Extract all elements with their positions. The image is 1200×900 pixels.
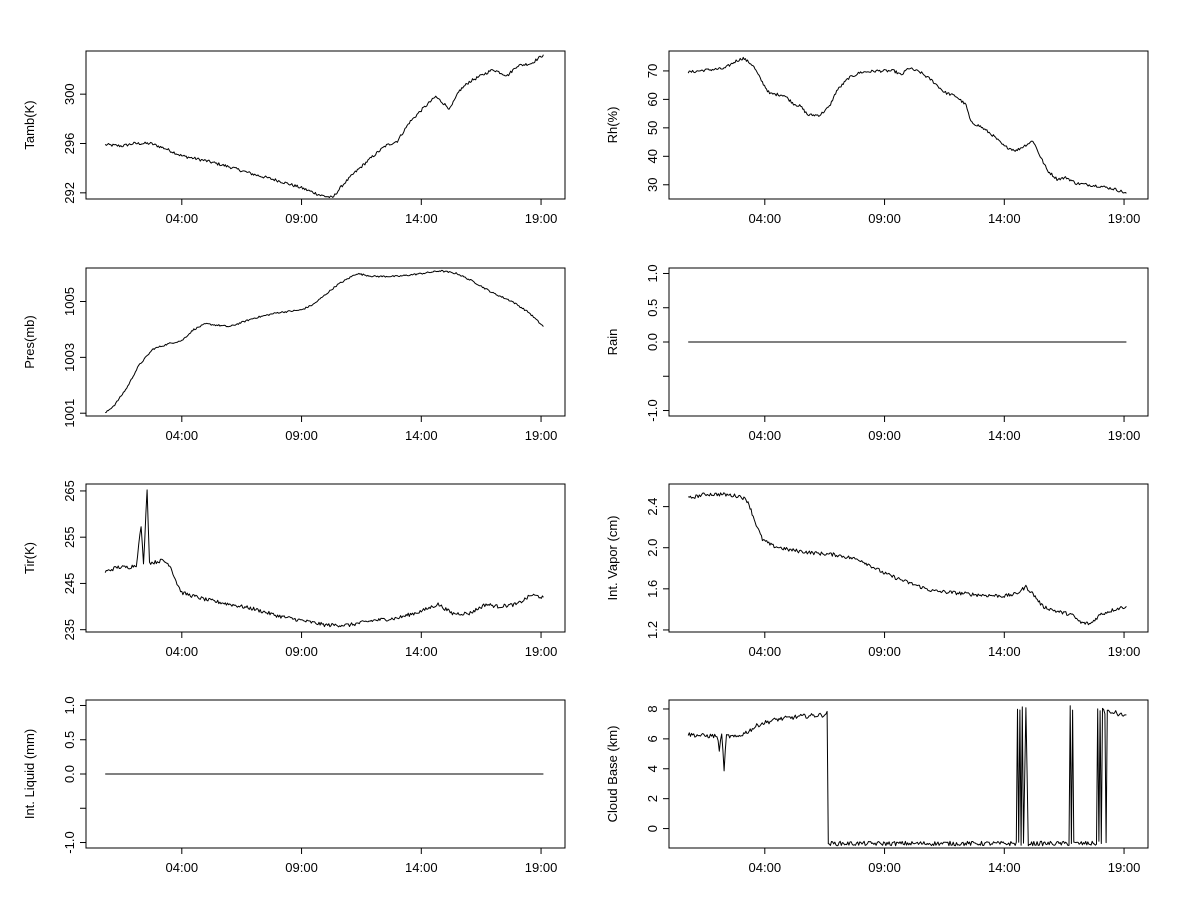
panel-tamb: 04:00 09:00 14:00 19:00 292 296 300 Tamb(K) <box>22 50 566 226</box>
series-line-tir <box>104 489 544 628</box>
x-tick-label: 04:00 <box>166 644 199 659</box>
y-tick-label: 50 <box>645 121 660 135</box>
x-tick-label: 09:00 <box>868 644 901 659</box>
x-tick-label: 09:00 <box>285 860 318 875</box>
y-tick-label: 0.0 <box>645 333 660 351</box>
series-line-vapor <box>687 492 1127 626</box>
y-tick-label: -1.0 <box>62 831 77 853</box>
x-tick-label: 14:00 <box>988 860 1021 875</box>
x-tick-label: 09:00 <box>868 860 901 875</box>
y-axis-label: Int. Liquid (mm) <box>22 729 37 819</box>
series-line-rh <box>687 56 1127 194</box>
y-axis-label: Cloud Base (km) <box>605 726 620 823</box>
y-tick-label: 40 <box>645 149 660 163</box>
plot-frame <box>85 267 566 417</box>
x-tick-label: 09:00 <box>285 428 318 443</box>
x-tick-label: 14:00 <box>405 860 438 875</box>
y-tick-label: 2 <box>645 795 660 802</box>
x-tick-label: 19:00 <box>1108 860 1141 875</box>
y-tick-label: 300 <box>62 83 77 105</box>
x-tick-label: 04:00 <box>749 860 782 875</box>
y-tick-label: 30 <box>645 178 660 192</box>
y-tick-label: 1.0 <box>62 696 77 714</box>
x-tick-label: 09:00 <box>868 211 901 226</box>
y-tick-label: 6 <box>645 735 660 742</box>
plot-frame <box>668 699 1149 849</box>
x-tick-label: 04:00 <box>166 211 199 226</box>
y-tick-label: 70 <box>645 64 660 78</box>
x-tick-label: 19:00 <box>525 644 558 659</box>
x-tick-label: 04:00 <box>749 644 782 659</box>
y-axis-label: Tamb(K) <box>22 100 37 149</box>
y-tick-label: 2.0 <box>645 539 660 557</box>
y-tick-label: 235 <box>62 619 77 641</box>
panel-tir: 04:00 09:00 14:00 19:00 235 245 255 265 Tir(K) <box>22 480 566 659</box>
y-tick-label: 1005 <box>62 287 77 316</box>
x-tick-label: 14:00 <box>988 644 1021 659</box>
x-tick-label: 19:00 <box>1108 211 1141 226</box>
x-tick-label: 04:00 <box>166 428 199 443</box>
y-tick-label: 60 <box>645 92 660 106</box>
x-tick-label: 04:00 <box>166 860 199 875</box>
x-tick-label: 14:00 <box>405 428 438 443</box>
y-tick-label: 1.2 <box>645 621 660 639</box>
y-axis-label: Pres(mb) <box>22 315 37 368</box>
series-line-pres <box>105 269 544 414</box>
series-line-cloud <box>687 705 1127 847</box>
y-axis-label: Int. Vapor (cm) <box>605 515 620 600</box>
y-tick-label: 296 <box>62 133 77 155</box>
panel-liquid: 04:00 09:00 14:00 19:00 -1.0 0.0 0.5 1.0 Int. Li… <box>22 696 566 875</box>
y-tick-label: 245 <box>62 573 77 595</box>
x-tick-label: 14:00 <box>988 428 1021 443</box>
x-tick-label: 19:00 <box>525 428 558 443</box>
panel-rain: 04:00 09:00 14:00 19:00 -1.0 0.0 0.5 1.0 Rain <box>605 264 1149 443</box>
panel-rh: 04:00 09:00 14:00 19:00 30 40 50 60 70 Rh(%) <box>605 50 1149 226</box>
y-tick-label: 1003 <box>62 343 77 372</box>
y-tick-label: 255 <box>62 526 77 548</box>
y-tick-label: 1.6 <box>645 580 660 598</box>
y-tick-label: 265 <box>62 480 77 502</box>
y-tick-label: 0 <box>645 825 660 832</box>
x-tick-label: 04:00 <box>749 428 782 443</box>
plot-frame <box>668 483 1149 633</box>
x-tick-label: 19:00 <box>525 211 558 226</box>
x-tick-label: 04:00 <box>749 211 782 226</box>
y-tick-label: 2.4 <box>645 498 660 516</box>
y-tick-label: 4 <box>645 765 660 772</box>
series-line-tamb <box>104 54 544 199</box>
x-tick-label: 14:00 <box>405 644 438 659</box>
x-tick-label: 14:00 <box>988 211 1021 226</box>
y-axis-label: Rh(%) <box>605 107 620 144</box>
y-tick-label: 1.0 <box>645 264 660 282</box>
y-tick-label: -1.0 <box>645 399 660 421</box>
x-tick-label: 14:00 <box>405 211 438 226</box>
plot-frame <box>668 50 1149 200</box>
y-tick-label: 8 <box>645 705 660 712</box>
x-tick-label: 09:00 <box>285 211 318 226</box>
panel-pres: 04:00 09:00 14:00 19:00 1001 1003 1005 Pres(mb) <box>22 267 566 443</box>
y-axis-label: Tir(K) <box>22 542 37 574</box>
y-tick-label: 292 <box>62 182 77 204</box>
x-tick-label: 09:00 <box>285 644 318 659</box>
panel-cloud: 04:00 09:00 14:00 19:00 0 2 4 6 8 Cloud Base (km) <box>605 699 1149 875</box>
x-tick-label: 19:00 <box>1108 428 1141 443</box>
x-tick-label: 09:00 <box>868 428 901 443</box>
panel-vapor: 04:00 09:00 14:00 19:00 1.2 1.6 2.0 2.4 Int. Vap… <box>605 483 1149 659</box>
y-tick-label: 0.0 <box>62 765 77 783</box>
plot-frame <box>85 50 566 200</box>
y-tick-label: 1001 <box>62 399 77 428</box>
x-tick-label: 19:00 <box>525 860 558 875</box>
y-tick-label: 0.5 <box>62 731 77 749</box>
y-tick-label: 0.5 <box>645 299 660 317</box>
plot-frame <box>85 483 566 633</box>
y-axis-label: Rain <box>605 329 620 356</box>
x-tick-label: 19:00 <box>1108 644 1141 659</box>
